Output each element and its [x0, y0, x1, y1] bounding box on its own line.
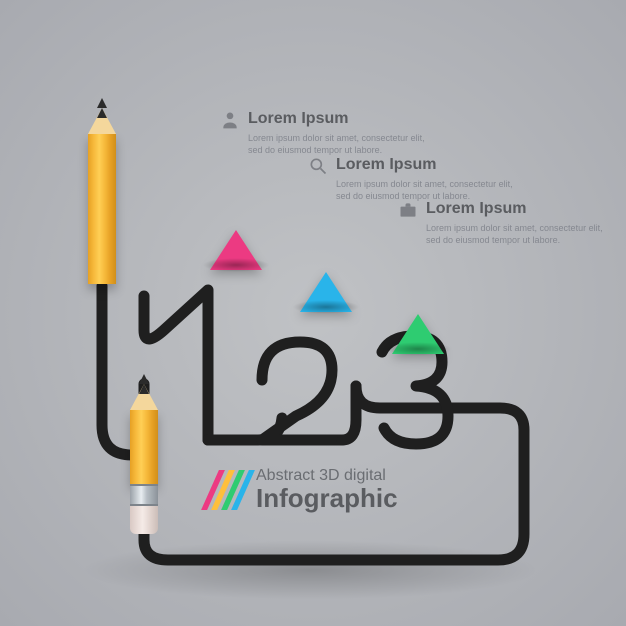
- triangle-peg-1: [210, 230, 262, 270]
- info-item-3-title: Lorem Ipsum: [426, 200, 626, 218]
- briefcase-icon: [398, 200, 418, 220]
- magnifier-icon: [308, 156, 328, 176]
- info-item-2-desc: Lorem ipsum dolor sit amet, consectetur …: [336, 178, 526, 202]
- footer-line2: Infographic: [256, 485, 398, 512]
- triangle-peg-2: [300, 272, 352, 312]
- slash-accent: [201, 470, 255, 510]
- info-item-2-title: Lorem Ipsum: [336, 156, 556, 174]
- pencil-top: [88, 108, 116, 284]
- info-item-1-title: Lorem Ipsum: [248, 110, 468, 128]
- person-icon: [220, 110, 240, 130]
- info-item-3-desc: Lorem ipsum dolor sit amet, consectetur …: [426, 222, 616, 246]
- pencil-bottom: [130, 384, 158, 534]
- info-item-1-desc: Lorem ipsum dolor sit amet, consectetur …: [248, 132, 438, 156]
- info-item-2: Lorem Ipsum Lorem ipsum dolor sit amet, …: [336, 156, 556, 202]
- info-item-1: Lorem Ipsum Lorem ipsum dolor sit amet, …: [248, 110, 468, 156]
- triangle-peg-3: [392, 314, 444, 354]
- info-item-3: Lorem Ipsum Lorem ipsum dolor sit amet, …: [426, 200, 626, 246]
- footer-title-block: Abstract 3D digital Infographic: [210, 468, 398, 512]
- infographic-stage: Lorem Ipsum Lorem ipsum dolor sit amet, …: [0, 0, 626, 626]
